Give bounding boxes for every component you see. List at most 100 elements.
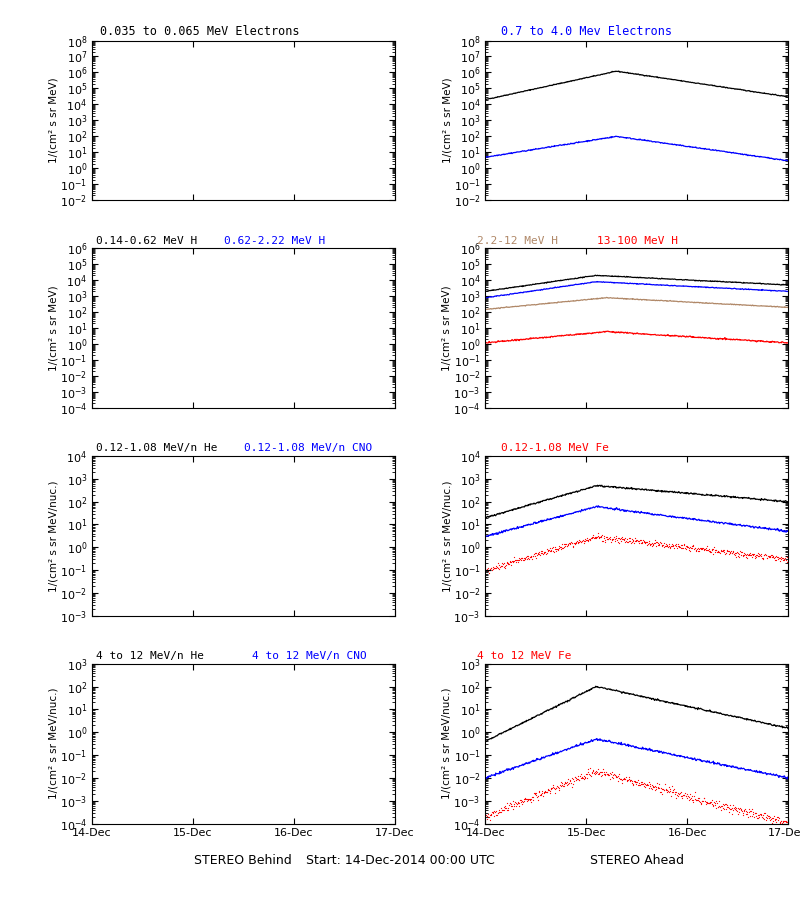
Point <box>543 544 556 558</box>
Point <box>683 540 696 554</box>
Point <box>749 549 762 563</box>
Point <box>593 530 606 544</box>
Point <box>776 551 789 565</box>
Point <box>561 774 574 788</box>
Point <box>510 796 522 810</box>
Point <box>553 539 566 554</box>
Point <box>615 773 628 788</box>
Point <box>666 538 678 553</box>
Point <box>768 809 781 824</box>
Point <box>613 536 626 550</box>
Point <box>554 778 567 793</box>
Point <box>547 544 560 559</box>
Point <box>541 542 554 556</box>
Point <box>700 795 713 809</box>
Point <box>709 544 722 559</box>
Text: 2.2-12 MeV H: 2.2-12 MeV H <box>478 236 558 246</box>
Point <box>760 551 773 565</box>
Point <box>689 541 702 555</box>
Point <box>610 770 622 784</box>
Point <box>487 561 500 575</box>
Text: 0.035 to 0.065 MeV Electrons: 0.035 to 0.065 MeV Electrons <box>100 25 299 38</box>
Point <box>497 799 510 814</box>
Point <box>669 538 682 553</box>
Point <box>522 792 534 806</box>
Point <box>578 534 591 548</box>
Point <box>782 554 794 568</box>
Point <box>556 536 569 551</box>
Point <box>635 777 648 791</box>
Point <box>650 779 663 794</box>
Point <box>550 542 563 556</box>
Point <box>762 549 775 563</box>
Point <box>502 797 515 812</box>
Point <box>615 535 628 549</box>
Point <box>763 811 776 825</box>
Point <box>601 767 614 781</box>
Point <box>757 552 770 566</box>
Point <box>520 792 533 806</box>
Point <box>524 550 537 564</box>
Point <box>730 545 743 560</box>
Point <box>537 789 550 804</box>
Point <box>614 530 627 544</box>
Point <box>778 551 791 565</box>
Point <box>544 784 557 798</box>
Point <box>560 536 573 551</box>
Point <box>625 536 638 551</box>
Point <box>733 806 746 820</box>
Point <box>665 539 678 554</box>
Point <box>720 546 733 561</box>
Point <box>601 532 614 546</box>
Point <box>530 789 543 804</box>
Point <box>543 786 556 800</box>
Y-axis label: 1/(cm² s sr MeV/nuc.): 1/(cm² s sr MeV/nuc.) <box>442 480 452 591</box>
Point <box>698 791 710 806</box>
Point <box>749 806 762 820</box>
Point <box>668 538 681 553</box>
Point <box>695 542 708 556</box>
Point <box>534 788 546 803</box>
Point <box>506 554 518 568</box>
Point <box>706 542 719 556</box>
Point <box>653 537 666 552</box>
Point <box>699 540 712 554</box>
Point <box>574 770 587 785</box>
Point <box>618 772 631 787</box>
Point <box>522 552 535 566</box>
Point <box>670 539 682 554</box>
Point <box>750 550 762 564</box>
Point <box>620 532 633 546</box>
Point <box>694 541 707 555</box>
Point <box>515 551 528 565</box>
Point <box>594 530 606 544</box>
Point <box>676 538 689 553</box>
Point <box>510 553 523 567</box>
Point <box>620 534 633 548</box>
Point <box>538 786 550 800</box>
Point <box>687 539 700 554</box>
Point <box>606 532 619 546</box>
Point <box>660 782 673 796</box>
Point <box>572 536 585 550</box>
Point <box>643 778 656 793</box>
Point <box>718 798 730 813</box>
Point <box>501 555 514 570</box>
Y-axis label: 1/(cm² s sr MeV): 1/(cm² s sr MeV) <box>49 77 58 163</box>
Point <box>662 536 675 551</box>
Point <box>726 801 738 815</box>
Point <box>649 533 662 547</box>
Point <box>778 817 790 832</box>
Point <box>580 767 593 781</box>
Point <box>595 528 608 543</box>
Point <box>729 799 742 814</box>
Point <box>644 537 657 552</box>
Point <box>550 779 563 794</box>
Point <box>634 778 646 792</box>
Point <box>568 536 581 551</box>
Point <box>527 549 540 563</box>
Point <box>542 544 555 558</box>
Point <box>642 537 654 552</box>
Point <box>609 531 622 545</box>
Point <box>512 796 525 811</box>
